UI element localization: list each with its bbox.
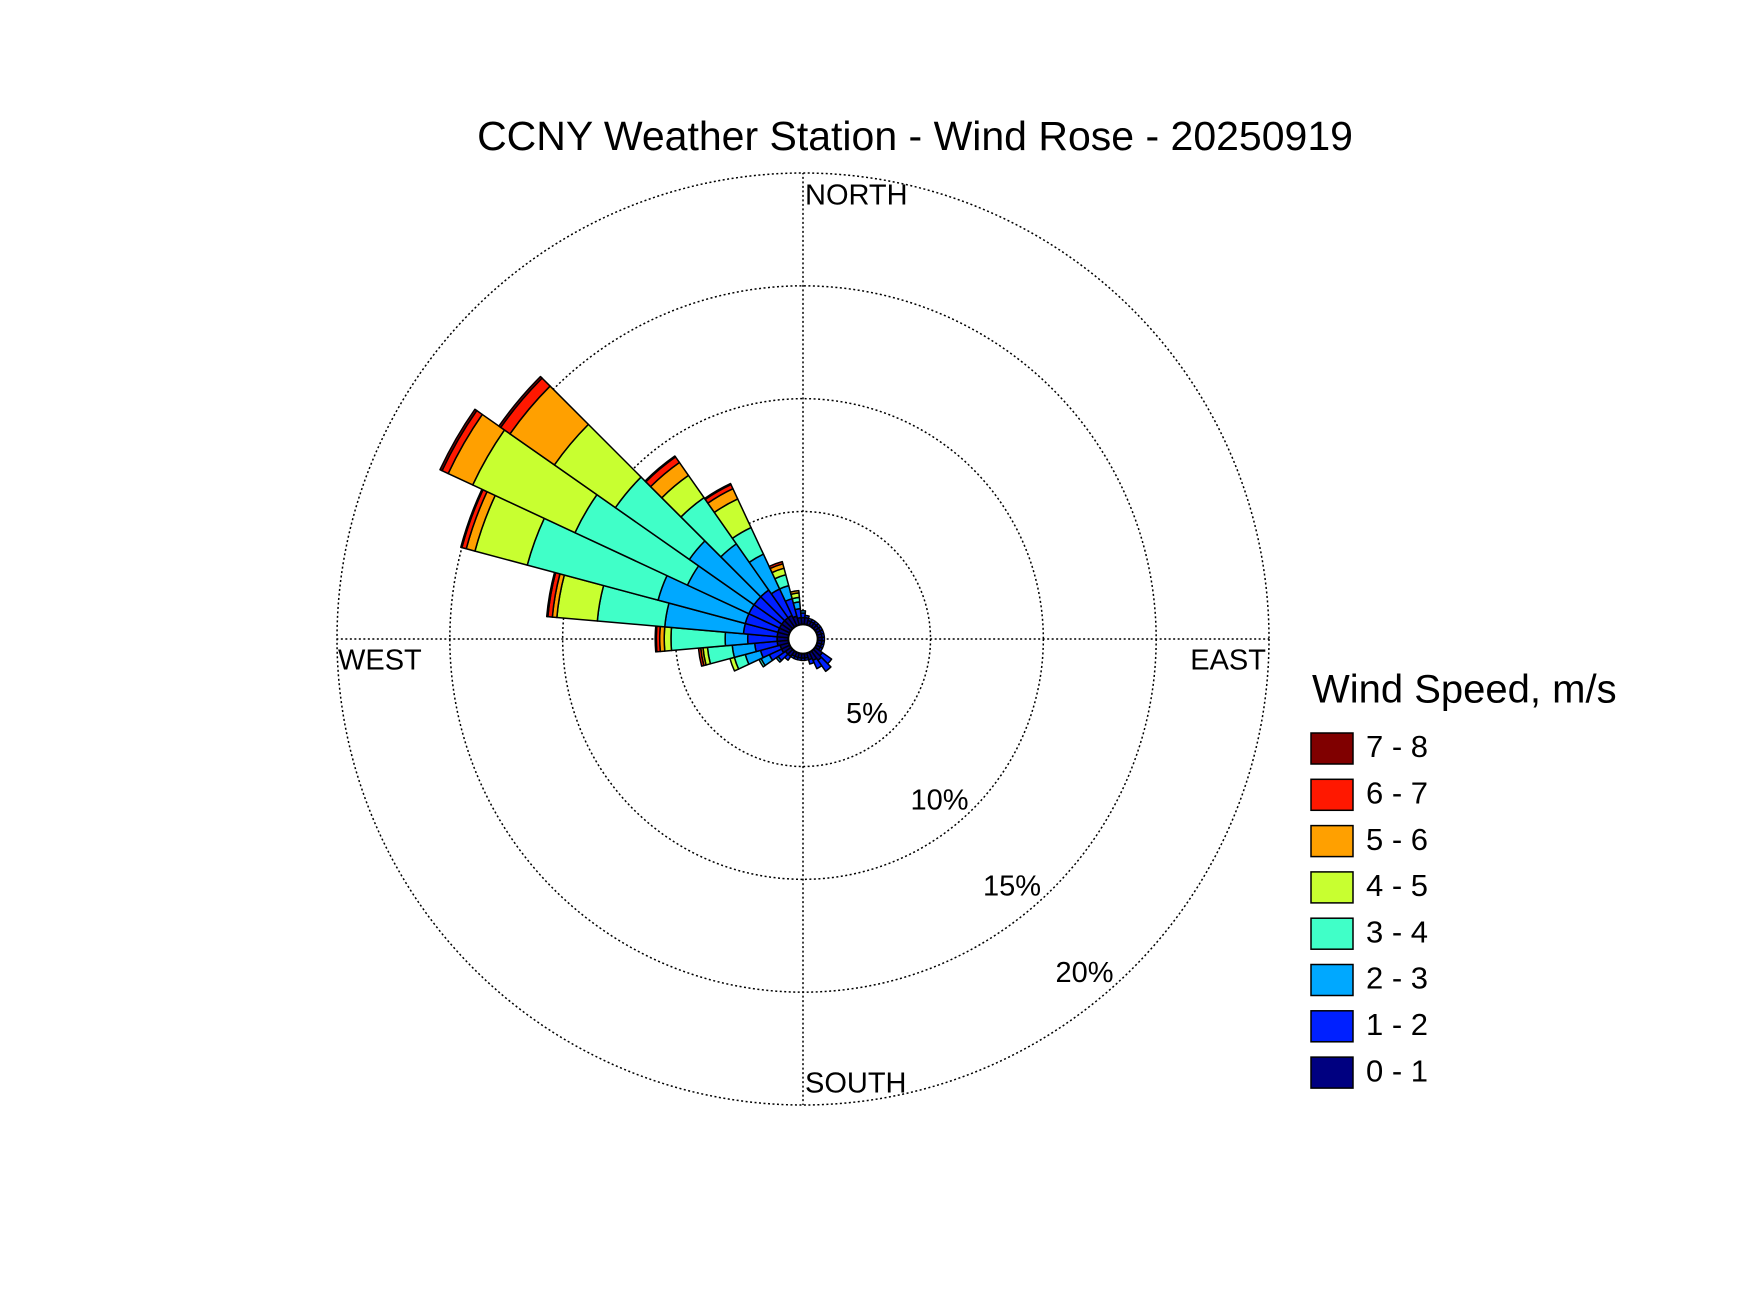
wind-sector [654, 625, 658, 653]
overlay: 5% 10% 15% 20% NORTH SOUTH WEST EAST [338, 180, 1266, 1100]
legend-label: 7 - 8 [1366, 729, 1428, 764]
wind-sector [644, 455, 677, 483]
legend-swatch [1310, 871, 1354, 904]
wind-sector [768, 560, 784, 570]
legend-title: Wind Speed, m/s [1312, 668, 1617, 712]
legend-label: 6 - 7 [1366, 775, 1428, 810]
grid [336, 172, 1270, 1106]
wind-sector [439, 408, 478, 472]
r-tick-label: 20% [1056, 957, 1114, 989]
legend-swatch [1310, 1056, 1354, 1089]
legend-swatch [1310, 917, 1354, 950]
legend-label: 1 - 2 [1366, 1007, 1428, 1042]
direction-label: NORTH [805, 180, 908, 212]
legend-label: 2 - 3 [1366, 961, 1428, 996]
legend-swatch [1310, 732, 1354, 765]
direction-label: EAST [1190, 645, 1266, 677]
wind-sector [703, 482, 732, 501]
wind-sector [663, 626, 673, 652]
legend-label: 5 - 6 [1366, 822, 1428, 857]
center-hole [787, 623, 819, 655]
direction-label: WEST [338, 645, 422, 677]
wind-sector [789, 589, 800, 596]
legend-swatch [1310, 1010, 1354, 1043]
r-tick-label: 5% [846, 698, 888, 730]
r-tick-label: 10% [910, 784, 968, 816]
r-tick-label: 15% [983, 871, 1041, 903]
chart-title: CCNY Weather Station - Wind Rose - 20250… [477, 113, 1353, 159]
legend-label: 0 - 1 [1366, 1053, 1428, 1088]
direction-label: SOUTH [805, 1068, 907, 1100]
legend-label: 3 - 4 [1366, 914, 1428, 949]
legend-swatch [1310, 824, 1354, 858]
wind-sector [807, 657, 815, 665]
legend-label: 4 - 5 [1366, 868, 1428, 903]
legend-swatch [1310, 963, 1354, 997]
wind-sector [498, 375, 543, 429]
legend-swatch [1310, 778, 1354, 812]
